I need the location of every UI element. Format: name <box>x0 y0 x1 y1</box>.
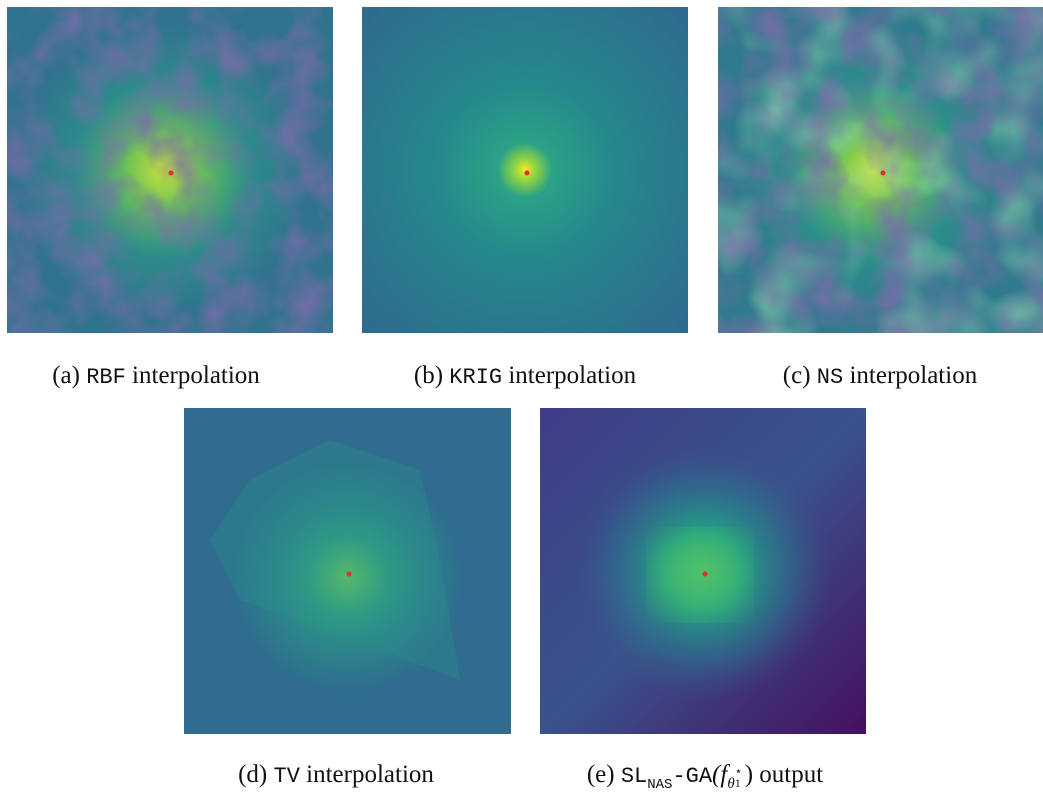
caption-label: (d) <box>238 761 268 788</box>
caption-math: (f <box>712 761 728 788</box>
caption-label: (e) <box>586 761 615 788</box>
caption-text: interpolation <box>132 362 260 389</box>
caption-math-sub: θ <box>727 776 735 792</box>
caption: (b) KRIG interpolation <box>414 362 636 390</box>
panel-a <box>7 7 333 333</box>
panel-e <box>540 408 866 734</box>
caption: (c) NS interpolation <box>783 362 977 390</box>
caption: (a) RBF interpolation <box>52 362 260 390</box>
caption-method: SL <box>620 764 648 789</box>
caption: (e) SLNAS-GA(fθ ⋆ 1) output <box>587 761 823 793</box>
caption-text: interpolation <box>306 761 434 788</box>
caption-math-close: ) <box>744 761 754 788</box>
caption-method: NS <box>816 365 844 390</box>
caption-method: RBF <box>86 365 126 390</box>
caption-math-script: ⋆ 1 <box>734 764 745 790</box>
caption-method: KRIG <box>449 365 503 390</box>
panel-d <box>184 408 511 734</box>
caption-method-sub: NAS <box>647 777 673 793</box>
caption-label: (a) <box>52 362 80 389</box>
panel-b <box>362 7 688 333</box>
caption: (d) TV interpolation <box>238 761 434 789</box>
caption-text: interpolation <box>849 362 978 389</box>
caption-label: (b) <box>413 362 444 389</box>
caption-method-tail: -GA <box>672 764 713 789</box>
caption-math-sup: ⋆ <box>734 764 743 778</box>
panel-c <box>718 7 1043 333</box>
caption-method: TV <box>273 764 300 789</box>
caption-text: interpolation <box>508 362 637 389</box>
caption-text: output <box>759 761 824 788</box>
caption-label: (c) <box>782 362 811 389</box>
caption-math-subsub: 1 <box>734 776 741 790</box>
